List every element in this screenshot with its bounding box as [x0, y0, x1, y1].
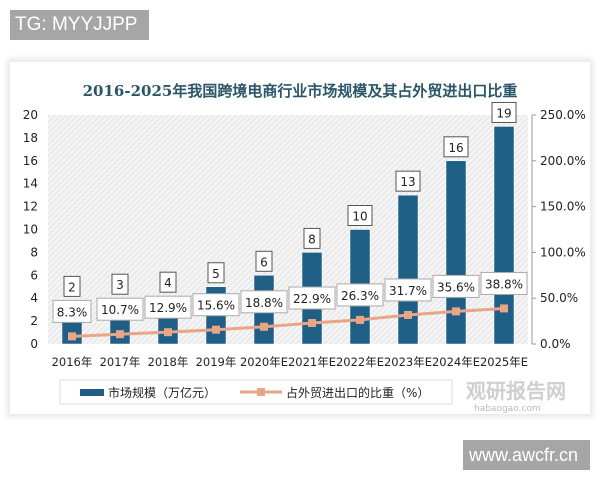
bar-label-box — [111, 273, 129, 295]
bar-data-label: 19 — [496, 106, 511, 120]
line-data-label: 35.6% — [437, 280, 475, 294]
y-left-tick-label: 2 — [30, 314, 38, 328]
line-label-box — [288, 286, 336, 310]
bar-label-box — [303, 227, 321, 249]
y-right-tick-label: 50.0% — [540, 291, 578, 305]
line-label-box — [432, 274, 480, 298]
line-data-label: 22.9% — [293, 292, 331, 306]
bar-data-label: 5 — [212, 267, 220, 281]
line-label-box — [240, 290, 288, 314]
x-tick-label: 2024年E — [432, 355, 480, 369]
bar-data-label: 8 — [308, 232, 316, 246]
y-right-tick-label: 0.0% — [540, 337, 571, 351]
line-data-label: 8.3% — [57, 305, 88, 319]
x-tick-label: 2025年E — [480, 355, 528, 369]
y-left-tick-label: 12 — [23, 200, 38, 214]
line-marker — [116, 330, 124, 339]
bar-data-label: 13 — [400, 175, 415, 189]
y-left-tick-label: 16 — [23, 154, 38, 168]
y-left-tick-label: 10 — [23, 223, 38, 237]
bar-label-box — [491, 101, 517, 123]
line-marker — [68, 332, 76, 341]
bar-label-box — [63, 275, 81, 297]
line-data-label: 12.9% — [149, 301, 187, 315]
y-left-tick-label: 8 — [30, 245, 38, 259]
bar — [445, 160, 467, 345]
line-marker — [500, 304, 508, 313]
line-marker — [212, 325, 220, 334]
line-label-box — [480, 271, 528, 295]
tg-label: TG: MYYJJPP — [10, 10, 149, 40]
x-tick-label: 2022年E — [336, 355, 384, 369]
x-tick-label: 2018年 — [148, 355, 189, 369]
line-data-label: 31.7% — [389, 284, 427, 298]
y-left-tick-label: 20 — [23, 108, 38, 122]
line-label-box — [144, 295, 192, 319]
bar-label-box — [159, 271, 177, 293]
line-series — [71, 306, 505, 338]
y-left-tick-label: 4 — [30, 291, 38, 305]
line-marker — [164, 328, 172, 337]
bar-data-label: 10 — [352, 210, 367, 224]
line-marker — [260, 322, 268, 331]
x-tick-label: 2020年E — [240, 355, 288, 369]
x-tick-label: 2021年E — [288, 355, 336, 369]
line-data-label: 26.3% — [341, 289, 379, 303]
bar-label-box — [443, 136, 469, 158]
x-tick-label: 2019年 — [196, 355, 237, 369]
watermark-url: habaogao.com — [474, 404, 541, 414]
line-marker — [452, 307, 460, 316]
line-label-box — [336, 283, 384, 307]
line-marker — [308, 319, 316, 328]
bar-data-label: 2 — [68, 280, 76, 294]
x-tick-label: 2016年 — [52, 355, 93, 369]
y-left-tick-label: 18 — [23, 131, 38, 145]
y-left-tick-label: 6 — [30, 268, 38, 282]
bar-data-label: 6 — [260, 255, 268, 269]
bar-data-label: 4 — [164, 276, 172, 290]
bar — [397, 194, 419, 345]
y-left-tick-label: 14 — [23, 177, 38, 191]
y-left-tick-label: 0 — [30, 337, 38, 351]
legend-bar-label: 市场规模（万亿元） — [108, 385, 216, 400]
x-tick-label: 2023年E — [384, 355, 432, 369]
y-right-tick-label: 150.0% — [540, 200, 586, 214]
bar-label-box — [255, 250, 273, 272]
x-tick-label: 2017年 — [100, 355, 141, 369]
site-label: www.awcfr.cn — [463, 440, 590, 470]
bar-data-label: 16 — [448, 141, 463, 155]
line-data-label: 10.7% — [101, 303, 139, 317]
bar-label-box — [347, 205, 373, 226]
bar-label-box — [207, 262, 225, 284]
line-label-box — [52, 299, 92, 323]
line-label-box — [192, 293, 240, 317]
legend-line-marker — [257, 388, 265, 396]
bar-data-label: 3 — [116, 278, 124, 292]
legend-bar-swatch — [80, 389, 104, 396]
line-marker — [356, 315, 364, 324]
chart-title: 2016-2025年我国跨境电商行业市场规模及其占外贸进出口比重 — [83, 82, 518, 100]
line-data-label: 38.8% — [485, 277, 523, 291]
y-right-tick-label: 200.0% — [540, 154, 586, 168]
line-data-label: 18.8% — [245, 296, 283, 310]
y-right-tick-label: 250.0% — [540, 108, 586, 122]
line-label-box — [96, 297, 144, 321]
line-marker — [404, 310, 412, 319]
legend-line-label: 占外贸进出口的比重（%） — [286, 385, 429, 400]
watermark: 观研报告网 — [466, 379, 566, 403]
y-right-tick-label: 100.0% — [540, 245, 586, 259]
bar-label-box — [395, 170, 421, 192]
line-label-box — [384, 278, 432, 302]
line-data-label: 15.6% — [197, 299, 235, 313]
